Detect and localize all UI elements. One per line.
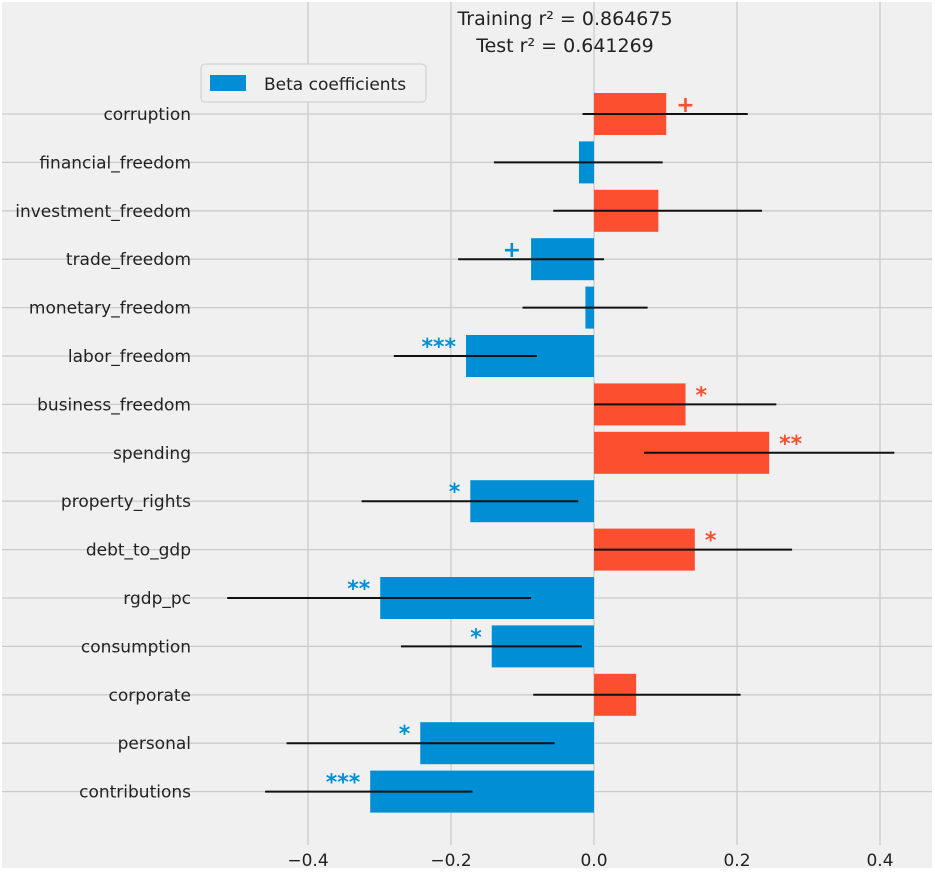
y-tick-labels: corruption financial_freedom investment_fr…: [15, 105, 191, 803]
error-bars: [227, 113, 895, 793]
y-tick-label: property_rights: [61, 492, 191, 512]
legend-label: Beta coefficients: [264, 75, 406, 95]
x-tick-label: 0.4: [866, 851, 893, 871]
significance-label: **: [347, 577, 371, 602]
significance-label: *: [705, 529, 717, 554]
legend-swatch: [210, 75, 246, 91]
y-tick-label: personal: [118, 734, 191, 754]
x-tick-label: −0.4: [287, 851, 328, 871]
chart-title-line1: Training r² = 0.864675: [456, 8, 672, 30]
significance-label: *: [696, 383, 708, 408]
significance-label: *: [399, 722, 411, 747]
x-tick-label: 0.0: [580, 851, 607, 871]
y-tick-label: labor_freedom: [68, 347, 191, 367]
chart-title-line2: Test r² = 0.641269: [475, 35, 654, 57]
x-tick-label: −0.2: [430, 851, 471, 871]
significance-label: *: [470, 625, 482, 650]
y-tick-label: rgdp_pc: [123, 589, 191, 609]
y-tick-label: investment_freedom: [15, 202, 191, 222]
y-tick-label: corporate: [109, 686, 191, 706]
legend: Beta coefficients: [200, 63, 427, 103]
significance-label: +: [676, 93, 694, 118]
y-tick-label: business_freedom: [37, 395, 191, 415]
x-tick-labels: −0.4 −0.2 0.0 0.2 0.4: [287, 851, 893, 871]
significance-label: +: [503, 238, 521, 263]
y-tick-label: consumption: [81, 637, 191, 657]
y-tick-label: contributions: [79, 783, 191, 803]
y-tick-label: spending: [113, 444, 191, 464]
legend-box: [200, 63, 427, 103]
significance-label: ***: [421, 335, 456, 360]
y-tick-label: corruption: [103, 105, 191, 125]
y-tick-label: financial_freedom: [39, 153, 191, 173]
significance-label: *: [449, 480, 461, 505]
x-tick-label: 0.2: [723, 851, 750, 871]
y-tick-label: debt_to_gdp: [86, 541, 191, 561]
y-tick-label: monetary_freedom: [29, 299, 191, 319]
significance-label: ***: [326, 771, 361, 796]
significance-markers: ++***************: [326, 93, 803, 796]
y-tick-label: trade_freedom: [66, 250, 191, 270]
significance-label: **: [779, 432, 803, 457]
